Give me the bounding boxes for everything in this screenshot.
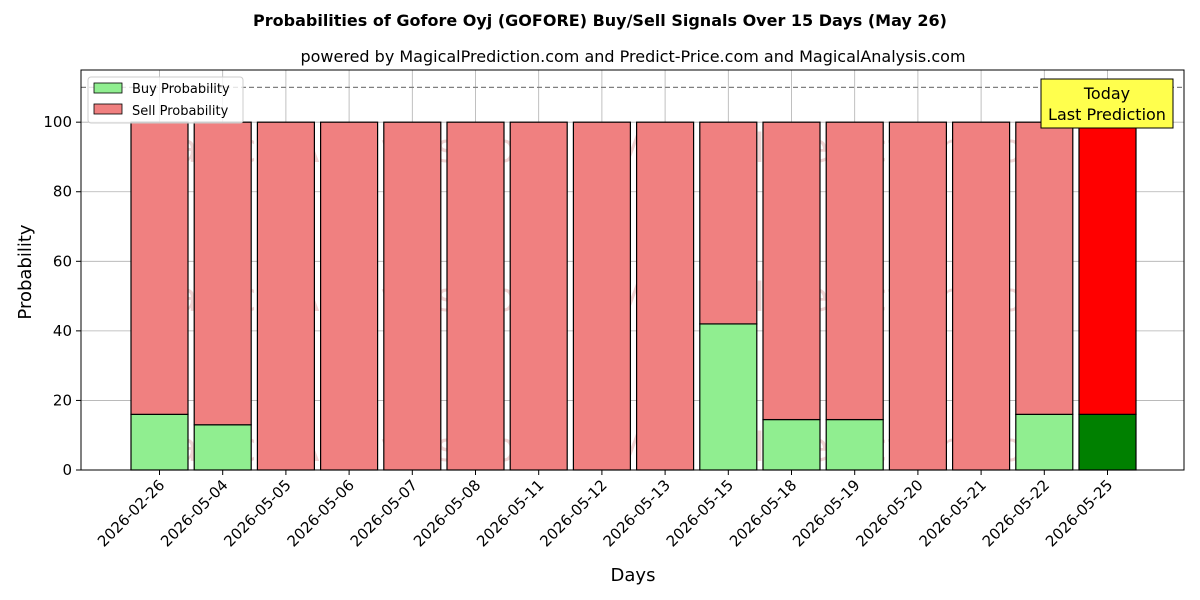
chart-subtitle: powered by MagicalPrediction.com and Pre… (300, 47, 965, 66)
x-tick-label: 2026-05-11 (473, 476, 547, 550)
y-tick-label: 80 (53, 183, 72, 201)
legend-label-buy: Buy Probability (132, 82, 230, 97)
sell-bar (1015, 121, 1074, 415)
y-tick-label: 60 (53, 252, 72, 270)
legend: Buy Probability Sell Probability (87, 76, 244, 124)
buy-bar (699, 323, 758, 471)
annotation-box: Today Last Prediction (1040, 78, 1174, 129)
sell-bar (572, 121, 632, 471)
x-tick-label: 2026-02-26 (94, 476, 168, 550)
sell-bar (635, 121, 695, 471)
x-axis-label: Days (611, 565, 656, 586)
y-tick-label: 40 (53, 322, 72, 340)
x-tick-label: 2026-05-06 (284, 476, 358, 550)
x-tick-label: 2026-05-08 (410, 476, 484, 550)
buy-bar (762, 418, 821, 471)
sell-bar (383, 121, 442, 471)
sell-bar (320, 121, 379, 471)
x-tick-label: 2026-05-19 (789, 476, 863, 550)
annotation-line-1: Today (1083, 84, 1130, 103)
x-tick-label: 2026-05-12 (536, 476, 610, 550)
legend-swatch-buy (93, 82, 123, 94)
sell-bar (699, 121, 758, 325)
bars-layer (130, 121, 1137, 471)
x-axis: 2026-02-262026-05-042026-05-052026-05-06… (94, 470, 1116, 550)
sell-bar (130, 121, 189, 415)
sell-bar (446, 121, 505, 471)
y-axis-label: Probability (15, 224, 36, 319)
x-tick-label: 2026-05-05 (220, 476, 294, 550)
buy-bar (825, 418, 884, 471)
x-tick-label: 2026-05-25 (1042, 476, 1116, 550)
sell-bar (256, 121, 315, 471)
y-tick-label: 0 (62, 461, 72, 479)
sell-bar (888, 121, 948, 471)
x-tick-label: 2026-05-07 (347, 476, 421, 550)
buy-bar (193, 424, 252, 471)
y-axis: 0 20 40 60 80 100 (43, 113, 81, 479)
y-tick-label: 20 (53, 391, 72, 409)
x-tick-label: 2026-05-18 (726, 476, 800, 550)
chart-title: Probabilities of Gofore Oyj (GOFORE) Buy… (253, 11, 947, 30)
sell-bar (951, 121, 1011, 471)
buy-bar (1015, 413, 1074, 471)
x-tick-label: 2026-05-21 (916, 476, 990, 550)
x-tick-label: 2026-05-15 (663, 476, 737, 550)
legend-label-sell: Sell Probability (132, 104, 229, 119)
x-tick-label: 2026-05-20 (852, 476, 926, 550)
sell-bar (762, 121, 821, 421)
sell-bar (509, 121, 568, 471)
x-tick-label: 2026-05-13 (600, 476, 674, 550)
annotation-background (1040, 78, 1174, 129)
y-tick-label: 100 (43, 113, 72, 131)
sell-bar (193, 121, 252, 426)
legend-frame (87, 76, 244, 124)
buy-bar (130, 413, 189, 471)
sell-bar (1078, 121, 1137, 415)
sell-bar (825, 121, 884, 421)
buy-bar (1078, 413, 1137, 471)
x-tick-label: 2026-05-22 (979, 476, 1053, 550)
annotation-line-2: Last Prediction (1048, 105, 1166, 124)
x-tick-label: 2026-05-04 (157, 476, 231, 550)
legend-swatch-sell (93, 103, 123, 115)
plot-frame (80, 69, 1185, 471)
